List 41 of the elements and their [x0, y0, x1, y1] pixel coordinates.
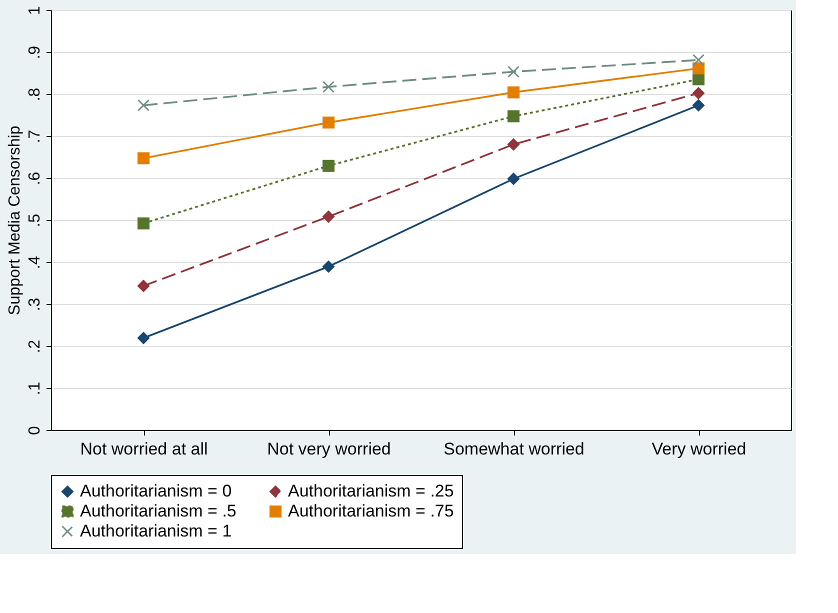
y-tick-label: .7	[26, 130, 44, 144]
point	[322, 160, 334, 172]
point	[692, 87, 704, 100]
point	[322, 80, 334, 93]
point	[138, 217, 150, 230]
y-tick-label: .5	[26, 214, 44, 228]
point	[322, 260, 334, 273]
legend-label: Authoritarianism = 1	[80, 522, 232, 540]
y-tick-label: .2	[26, 340, 44, 354]
point	[322, 116, 334, 129]
point	[508, 66, 520, 78]
point	[322, 210, 334, 223]
point	[692, 54, 704, 66]
y-tick-label: .4	[26, 256, 44, 270]
y-tick-label: .1	[26, 382, 44, 396]
point	[692, 99, 704, 112]
legend-label: Authoritarianism = .75	[288, 502, 454, 520]
x-tick-label: Not worried at all	[80, 440, 208, 458]
y-tick-label: .6	[26, 172, 44, 186]
x-tick-label: Not very worried	[267, 440, 391, 458]
x-tick-label: Somewhat worried	[444, 440, 584, 458]
x-tick-label: Very worried	[652, 440, 746, 458]
y-tick-label: .8	[26, 88, 44, 102]
legend-label: Authoritarianism = 0	[80, 482, 232, 501]
point	[138, 332, 150, 344]
point	[692, 73, 704, 86]
y-tick-label: 0	[26, 426, 44, 435]
y-tick-label: .9	[26, 46, 44, 60]
point	[508, 138, 520, 150]
legend-label: Authoritarianism = .25	[288, 482, 454, 501]
point	[508, 86, 520, 98]
point	[508, 110, 520, 122]
point	[138, 152, 150, 164]
point	[508, 172, 520, 185]
y-tick-label: .3	[26, 298, 44, 312]
y-axis-title: Support Media Censorship	[6, 126, 24, 316]
point	[138, 280, 150, 292]
legend-label: Authoritarianism = .5	[80, 502, 236, 520]
point	[138, 99, 150, 112]
y-tick-label: 1	[26, 6, 44, 15]
point	[692, 62, 704, 74]
